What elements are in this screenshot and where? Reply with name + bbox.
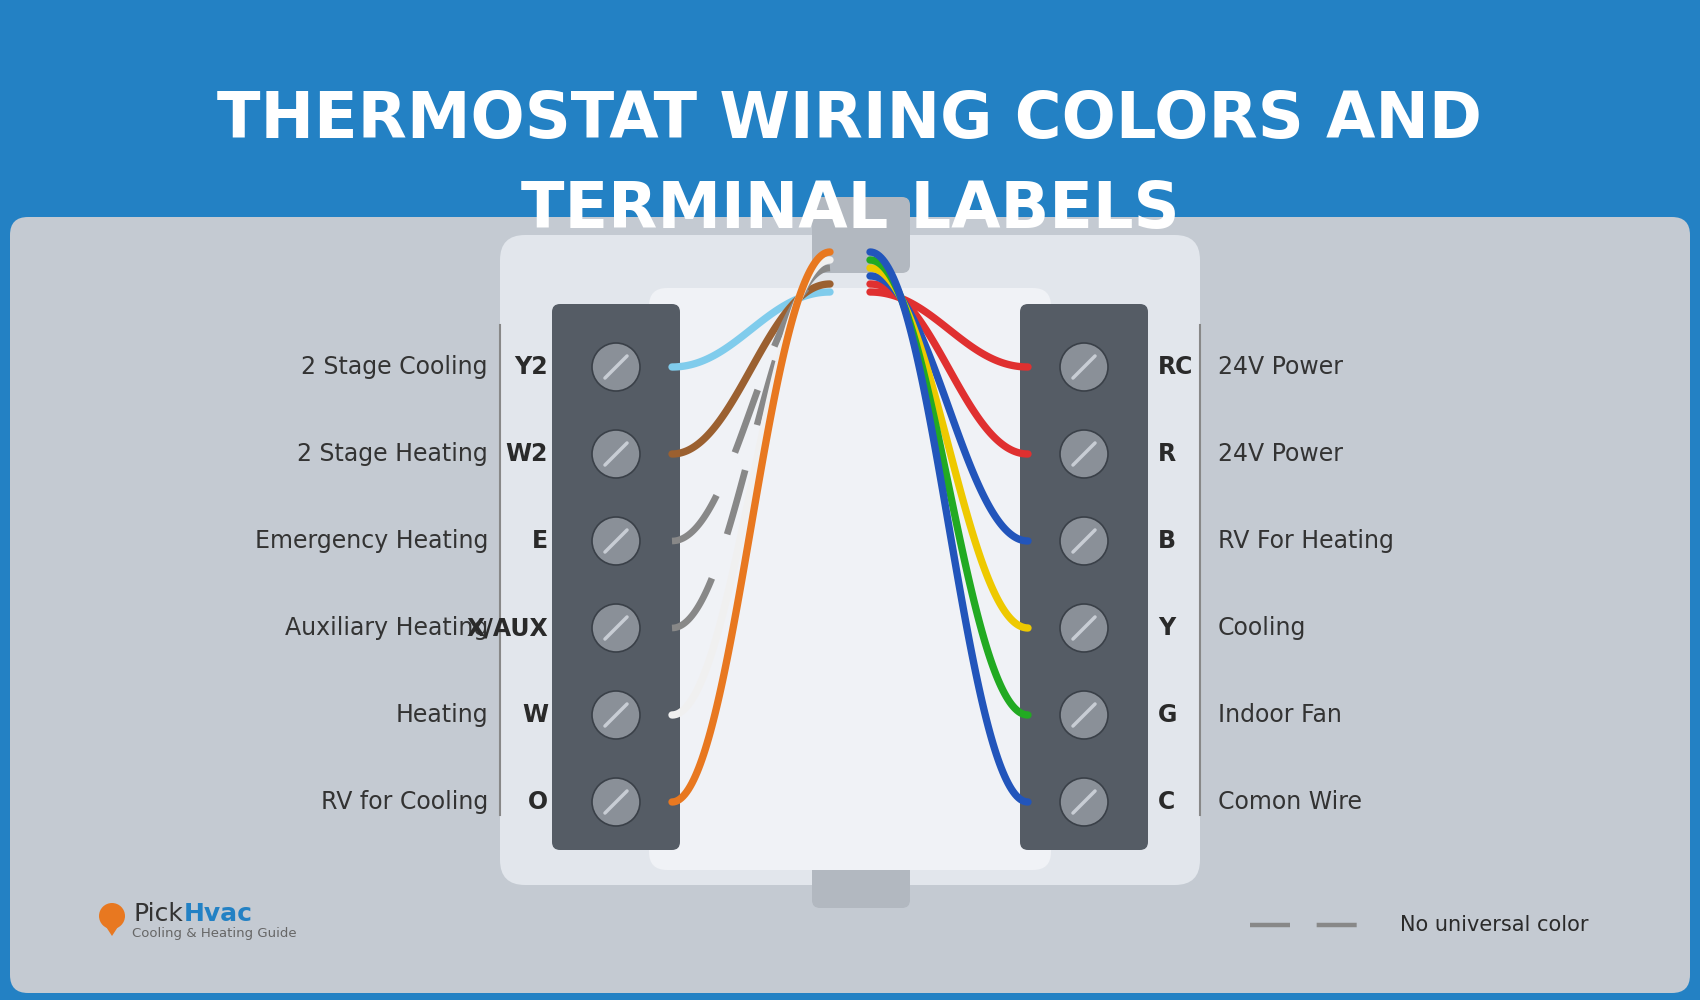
Circle shape [1061, 343, 1108, 391]
Text: Heating: Heating [396, 703, 488, 727]
Text: RV For Heating: RV For Heating [1217, 529, 1394, 553]
FancyBboxPatch shape [813, 197, 910, 273]
Text: Hvac: Hvac [184, 902, 253, 926]
Text: R: R [1158, 442, 1176, 466]
FancyBboxPatch shape [552, 304, 680, 850]
Text: 24V Power: 24V Power [1217, 355, 1343, 379]
Circle shape [592, 604, 639, 652]
Text: Y: Y [1158, 616, 1175, 640]
Circle shape [592, 778, 639, 826]
Polygon shape [99, 916, 126, 936]
Text: TERMINAL LABELS: TERMINAL LABELS [520, 179, 1180, 241]
Text: W2: W2 [505, 442, 547, 466]
Text: Pick: Pick [134, 902, 184, 926]
Text: W: W [522, 703, 547, 727]
FancyBboxPatch shape [500, 235, 1200, 885]
Text: X/AUX: X/AUX [466, 616, 547, 640]
Circle shape [1061, 517, 1108, 565]
Text: Indoor Fan: Indoor Fan [1217, 703, 1341, 727]
FancyBboxPatch shape [1020, 304, 1148, 850]
Text: C: C [1158, 790, 1175, 814]
FancyBboxPatch shape [10, 217, 1690, 993]
Circle shape [1061, 604, 1108, 652]
Circle shape [99, 903, 126, 929]
Text: Comon Wire: Comon Wire [1217, 790, 1362, 814]
Text: 2 Stage Cooling: 2 Stage Cooling [301, 355, 488, 379]
Text: RC: RC [1158, 355, 1193, 379]
Text: O: O [529, 790, 547, 814]
Text: Auxiliary Heating: Auxiliary Heating [284, 616, 488, 640]
FancyBboxPatch shape [649, 288, 1051, 870]
Circle shape [1061, 430, 1108, 478]
Text: Emergency Heating: Emergency Heating [255, 529, 488, 553]
FancyBboxPatch shape [813, 834, 910, 908]
Text: 2 Stage Heating: 2 Stage Heating [298, 442, 488, 466]
Circle shape [592, 517, 639, 565]
Text: B: B [1158, 529, 1176, 553]
Text: No universal color: No universal color [1401, 915, 1588, 935]
Text: E: E [532, 529, 547, 553]
Circle shape [592, 343, 639, 391]
Circle shape [592, 430, 639, 478]
Circle shape [592, 691, 639, 739]
Circle shape [1061, 691, 1108, 739]
Circle shape [1061, 778, 1108, 826]
Text: RV for Cooling: RV for Cooling [321, 790, 488, 814]
Text: Cooling: Cooling [1217, 616, 1306, 640]
Text: Y2: Y2 [515, 355, 547, 379]
Text: Cooling & Heating Guide: Cooling & Heating Guide [133, 928, 296, 940]
Text: THERMOSTAT WIRING COLORS AND: THERMOSTAT WIRING COLORS AND [218, 89, 1482, 151]
Text: 24V Power: 24V Power [1217, 442, 1343, 466]
Text: G: G [1158, 703, 1178, 727]
